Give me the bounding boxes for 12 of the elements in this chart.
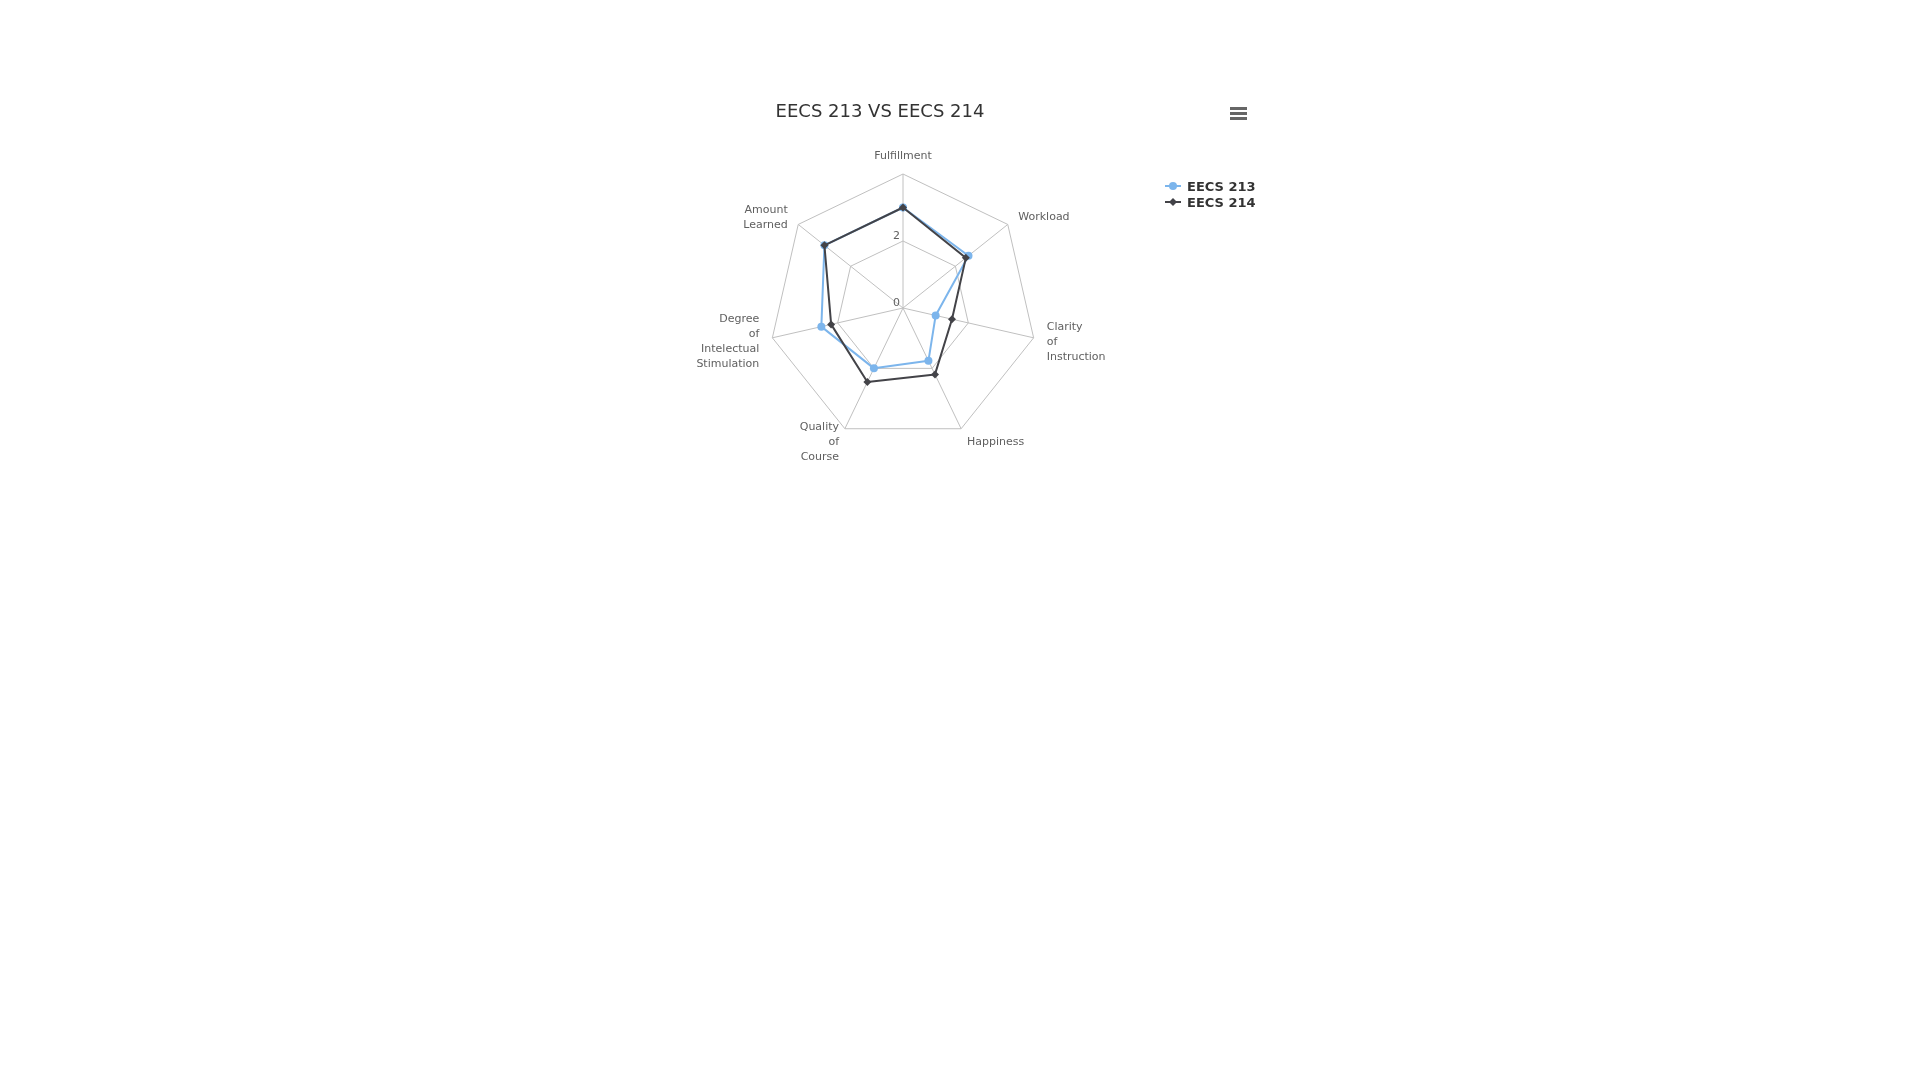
legend-label: EECS 214 bbox=[1187, 195, 1256, 210]
spoke-label: Workload bbox=[1018, 210, 1070, 224]
spoke-label: Quality of Course bbox=[799, 419, 841, 463]
chart-title: EECS 213 VS EECS 214 bbox=[775, 100, 985, 121]
y-tick-label: 2 bbox=[893, 229, 900, 242]
spoke-label: Happiness bbox=[966, 434, 1025, 448]
spoke-label: Fulfillment bbox=[874, 148, 933, 162]
spoke-label: Clarity of Instruction bbox=[1046, 319, 1106, 363]
legend-label: EECS 213 bbox=[1187, 179, 1256, 194]
spoke-label: Amount Learned bbox=[743, 202, 789, 231]
y-tick-label: 0 bbox=[893, 296, 900, 309]
spoke-label: Degree of Intelectual Stimulation bbox=[696, 312, 761, 371]
